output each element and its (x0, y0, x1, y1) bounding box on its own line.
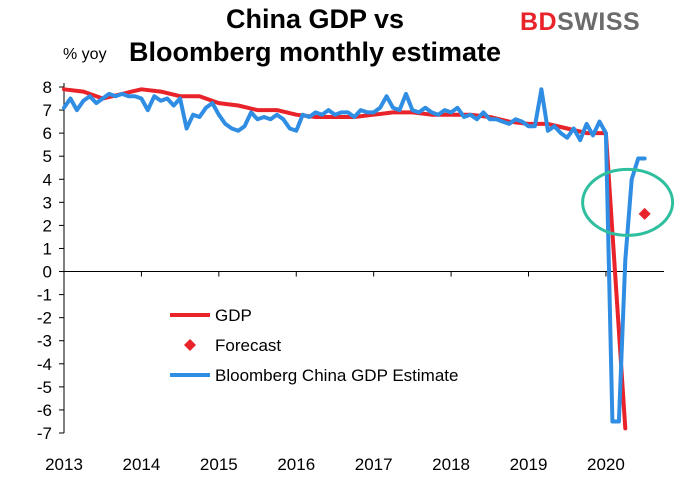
legend-label: Bloomberg China GDP Estimate (215, 366, 458, 385)
legend-swatch-forecast (184, 339, 196, 351)
chart-title-line2: Bloomberg monthly estimate (128, 37, 502, 67)
y-tick-label: 7 (43, 101, 52, 120)
x-tick-label: 2018 (432, 455, 470, 474)
y-tick-label: -6 (37, 401, 52, 420)
legend-label: Forecast (215, 336, 281, 355)
x-tick-label: 2017 (355, 455, 393, 474)
x-tick-label: 2019 (510, 455, 548, 474)
axes (59, 83, 664, 434)
forecast-point (638, 207, 651, 220)
series-line-bloomberg-estimate (62, 87, 647, 424)
brand-logo: BDSWISS (520, 8, 640, 37)
chart-title-line1: China GDP vs (225, 4, 405, 34)
series-group (62, 87, 651, 431)
y-tick-label: -5 (37, 378, 52, 397)
legend: GDP Forecast Bloomberg China GDP Estimate (170, 306, 458, 385)
y-tick-labels: 8 7 6 5 4 3 2 1 0 -1 -2 -3 -4 -5 -6 -7 (37, 78, 52, 443)
y-tick-label: 1 (43, 239, 52, 258)
y-tick-label: -3 (37, 332, 52, 351)
x-tick-label: 2015 (200, 455, 238, 474)
series-line-gdp (62, 87, 628, 431)
x-tick-label: 2016 (277, 455, 315, 474)
y-tick-label: 6 (43, 124, 52, 143)
overlay-group (581, 167, 675, 237)
brand-logo-swiss: SWISS (557, 8, 641, 36)
y-axis-unit: % yoy (63, 46, 107, 63)
y-tick-label: 8 (43, 78, 52, 97)
y-tick-label: 3 (43, 193, 52, 212)
y-tick-label: -7 (37, 424, 52, 443)
highlight-circle (581, 167, 675, 237)
y-tick-label: -4 (37, 355, 52, 374)
x-tick-label: 2020 (587, 455, 625, 474)
y-tick-label: 2 (43, 216, 52, 235)
y-tick-label: 0 (43, 263, 52, 282)
x-tick-label: 2014 (123, 455, 161, 474)
y-tick-label: 4 (43, 170, 52, 189)
y-tick-label: -2 (37, 309, 52, 328)
y-tick-label: 5 (43, 147, 52, 166)
brand-logo-bd: BD (520, 8, 558, 36)
y-tick-label: -1 (37, 286, 52, 305)
legend-label: GDP (215, 306, 252, 325)
x-tick-labels: 2013 2014 2015 2016 2017 2018 2019 2020 (45, 455, 625, 474)
x-tick-label: 2013 (45, 455, 83, 474)
